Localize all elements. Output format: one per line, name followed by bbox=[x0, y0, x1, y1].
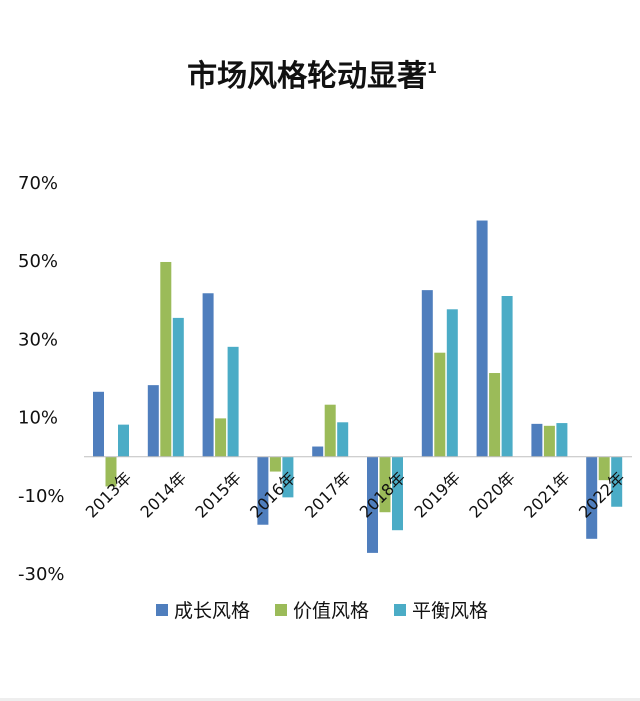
bar bbox=[501, 295, 513, 457]
legend-label: 平衡风格 bbox=[412, 600, 488, 622]
bar bbox=[202, 293, 214, 457]
bar bbox=[337, 422, 349, 457]
chart-title: 市场风格轮动显著1 bbox=[187, 59, 437, 94]
y-tick-label: -10% bbox=[18, 486, 65, 507]
chart-title-text: 市场风格轮动显著 bbox=[187, 59, 427, 94]
legend: 成长风格 价值风格 平衡风格 bbox=[156, 600, 488, 622]
bar bbox=[257, 456, 269, 525]
bar bbox=[93, 391, 104, 457]
y-axis-ticks: 70% 50% 30% 10% -10% -30% bbox=[18, 173, 65, 585]
bar bbox=[421, 290, 433, 457]
x-tick-label: 2014年 bbox=[137, 468, 191, 522]
legend-swatch bbox=[156, 604, 168, 616]
bar bbox=[379, 456, 391, 513]
bar bbox=[312, 446, 324, 457]
bar bbox=[489, 373, 501, 457]
x-tick-label: 2021年 bbox=[520, 468, 574, 522]
bar bbox=[586, 456, 598, 539]
legend-label: 成长风格 bbox=[174, 600, 250, 622]
bar bbox=[282, 456, 294, 498]
bar bbox=[172, 317, 184, 457]
y-tick-label: 30% bbox=[18, 329, 58, 350]
bar bbox=[118, 424, 129, 457]
bar bbox=[392, 456, 403, 531]
legend-swatch bbox=[394, 604, 406, 616]
bar bbox=[598, 456, 610, 481]
x-tick-label: 2015年 bbox=[191, 468, 245, 522]
bars bbox=[93, 220, 623, 553]
x-axis-ticks: 2013年 2014年 2015年 2016年 2017年 2018年 2019年 2020年… bbox=[82, 468, 629, 522]
bar bbox=[434, 352, 446, 457]
bar bbox=[227, 346, 239, 457]
y-tick-label: 10% bbox=[18, 408, 58, 429]
x-tick-label: 2017年 bbox=[301, 468, 355, 522]
bottom-divider bbox=[0, 698, 640, 701]
chart-title-superscript: 1 bbox=[427, 61, 437, 77]
y-tick-label: -30% bbox=[18, 564, 65, 585]
bar bbox=[324, 404, 336, 457]
x-tick-label: 2019年 bbox=[411, 468, 465, 522]
bar bbox=[611, 456, 623, 507]
bar bbox=[367, 456, 378, 553]
bar bbox=[531, 423, 543, 457]
bar bbox=[105, 456, 117, 487]
bar bbox=[160, 261, 172, 457]
bar bbox=[556, 423, 568, 457]
bar bbox=[446, 309, 458, 457]
x-tick-label: 2020年 bbox=[465, 468, 519, 522]
y-tick-label: 50% bbox=[18, 251, 58, 272]
bar bbox=[543, 425, 555, 457]
bar bbox=[269, 456, 281, 472]
bar bbox=[147, 385, 159, 457]
bar bbox=[215, 418, 227, 457]
legend-swatch bbox=[275, 604, 287, 616]
y-tick-label: 70% bbox=[18, 173, 58, 194]
bar bbox=[476, 220, 488, 457]
legend-label: 价值风格 bbox=[293, 600, 369, 622]
